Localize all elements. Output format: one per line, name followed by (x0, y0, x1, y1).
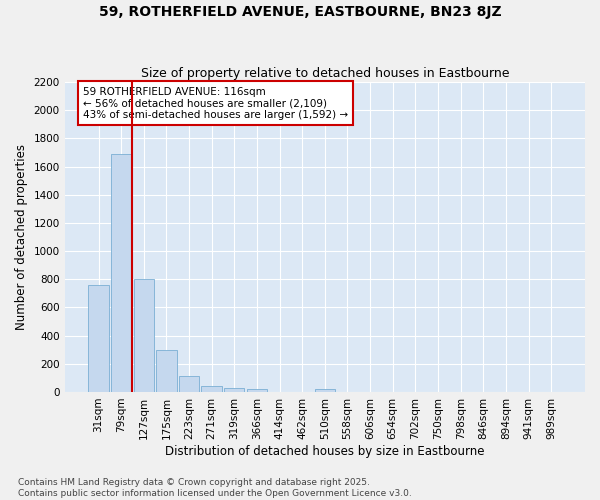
Text: Contains HM Land Registry data © Crown copyright and database right 2025.
Contai: Contains HM Land Registry data © Crown c… (18, 478, 412, 498)
Title: Size of property relative to detached houses in Eastbourne: Size of property relative to detached ho… (140, 66, 509, 80)
Bar (179, 376, 199, 392)
Bar (111, 154, 131, 392)
X-axis label: Distribution of detached houses by size in Eastbourne: Distribution of detached houses by size … (165, 444, 485, 458)
Y-axis label: Number of detached properties: Number of detached properties (15, 144, 28, 330)
Bar (202, 386, 222, 392)
Bar (314, 389, 335, 392)
Bar (88, 285, 109, 392)
Text: 59 ROTHERFIELD AVENUE: 116sqm
← 56% of detached houses are smaller (2,109)
43% o: 59 ROTHERFIELD AVENUE: 116sqm ← 56% of d… (83, 86, 348, 120)
Bar (247, 389, 267, 392)
Text: 59, ROTHERFIELD AVENUE, EASTBOURNE, BN23 8JZ: 59, ROTHERFIELD AVENUE, EASTBOURNE, BN23… (98, 5, 502, 19)
Bar (156, 350, 176, 392)
Bar (134, 280, 154, 392)
Bar (224, 388, 244, 392)
